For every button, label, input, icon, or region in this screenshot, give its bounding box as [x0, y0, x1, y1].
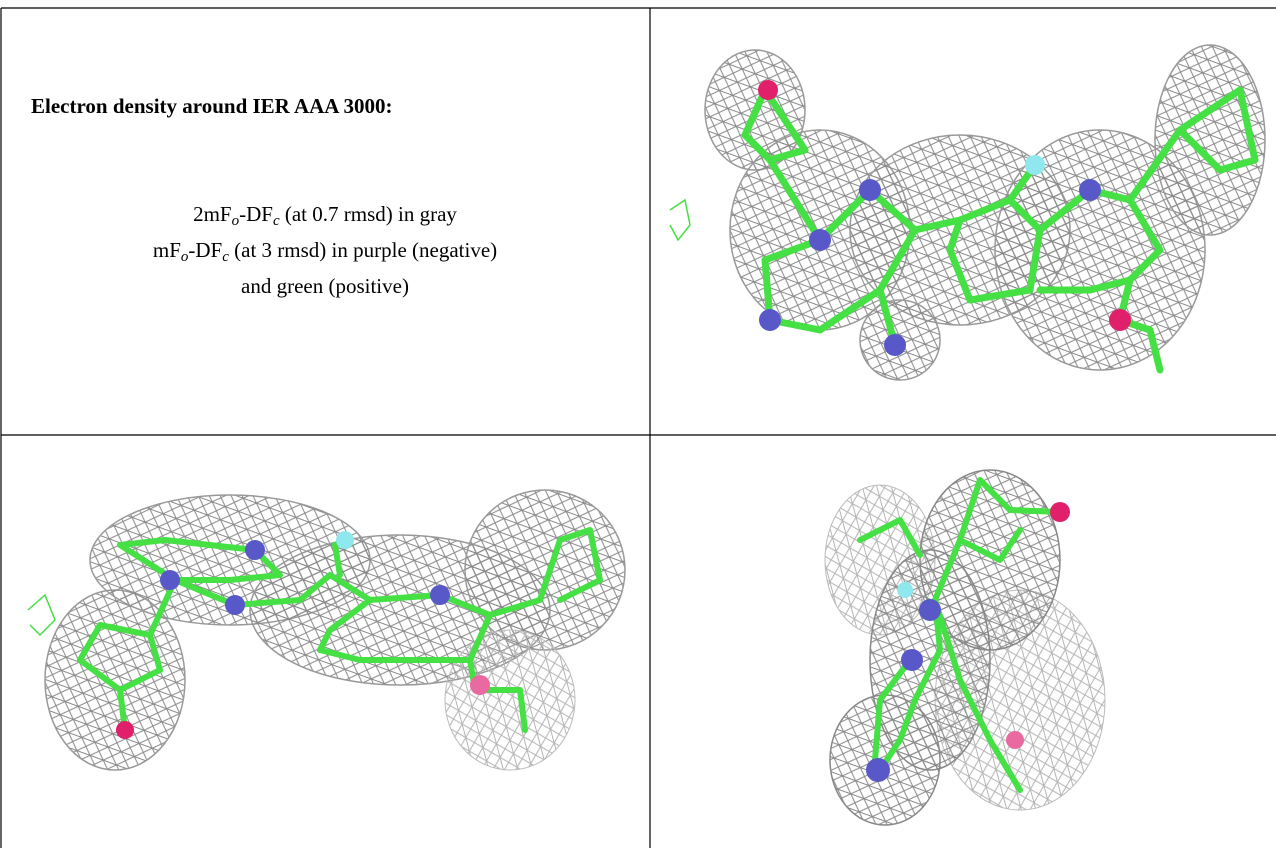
caption-line: and green (positive): [40, 272, 610, 301]
caption-text: and green (positive): [241, 274, 409, 298]
title: Electron density around IER AAA 3000:: [31, 94, 393, 119]
illustration-shape: [859, 179, 881, 201]
subscript: c: [222, 249, 229, 265]
illustration-shape: [336, 531, 354, 549]
caption-line: mFo-DFc (at 3 rmsd) in purple (negative): [40, 236, 610, 272]
caption-text: -DF: [239, 202, 273, 226]
illustration-shape: [225, 595, 245, 615]
caption-text: 2mF: [193, 202, 232, 226]
illustration-shape: [919, 599, 941, 621]
caption-text: -DF: [188, 238, 222, 262]
body: Electron density around IER AAA 3000: 2m…: [0, 0, 1276, 848]
illustration-shape: [245, 540, 265, 560]
illustration-shape: [884, 334, 906, 356]
illustration-shape: [1025, 155, 1045, 175]
illustration-shape: [445, 630, 575, 770]
caption-text: (at 3 rmsd) in purple (negative): [229, 238, 497, 262]
illustration-shape: [670, 200, 690, 240]
illustration-shape: [1006, 731, 1024, 749]
illustration-shape: [160, 570, 180, 590]
density-view-1: [670, 45, 1265, 380]
page: Electron density figure {"title": "Elect…: [0, 0, 1276, 848]
figure: [0, 0, 1276, 848]
illustration-shape: [470, 675, 490, 695]
density-view-3: [825, 470, 1105, 825]
caption-text: (at 0.7 rmsd) in gray: [280, 202, 457, 226]
illustration-shape: [901, 649, 923, 671]
caption-line: 2mFo-DFc (at 0.7 rmsd) in gray: [40, 200, 610, 236]
illustration-shape: [809, 229, 831, 251]
caption-text: mF: [153, 238, 181, 262]
illustration-shape: [28, 595, 55, 635]
illustration-shape: [1079, 179, 1101, 201]
illustration-shape: [897, 582, 913, 598]
density-view-2: [28, 490, 625, 770]
illustration-shape: [1109, 309, 1131, 331]
illustration-shape: [1050, 502, 1070, 522]
illustration-shape: [759, 309, 781, 331]
illustration-shape: [116, 721, 134, 739]
illustration-shape: [430, 585, 450, 605]
illustration-shape: [758, 80, 778, 100]
illustration-shape: [866, 758, 890, 782]
subscript: c: [273, 213, 280, 229]
subscript: o: [232, 213, 240, 229]
